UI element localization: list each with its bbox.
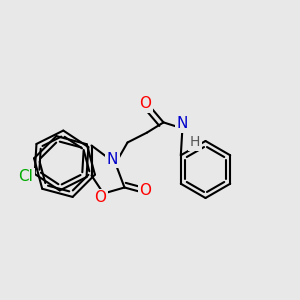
Text: O: O [94,190,106,206]
Text: O: O [140,183,152,198]
Text: Cl: Cl [18,169,33,184]
Text: O: O [140,96,152,111]
Text: H: H [190,136,200,149]
Text: N: N [177,116,188,131]
Text: N: N [107,152,118,166]
